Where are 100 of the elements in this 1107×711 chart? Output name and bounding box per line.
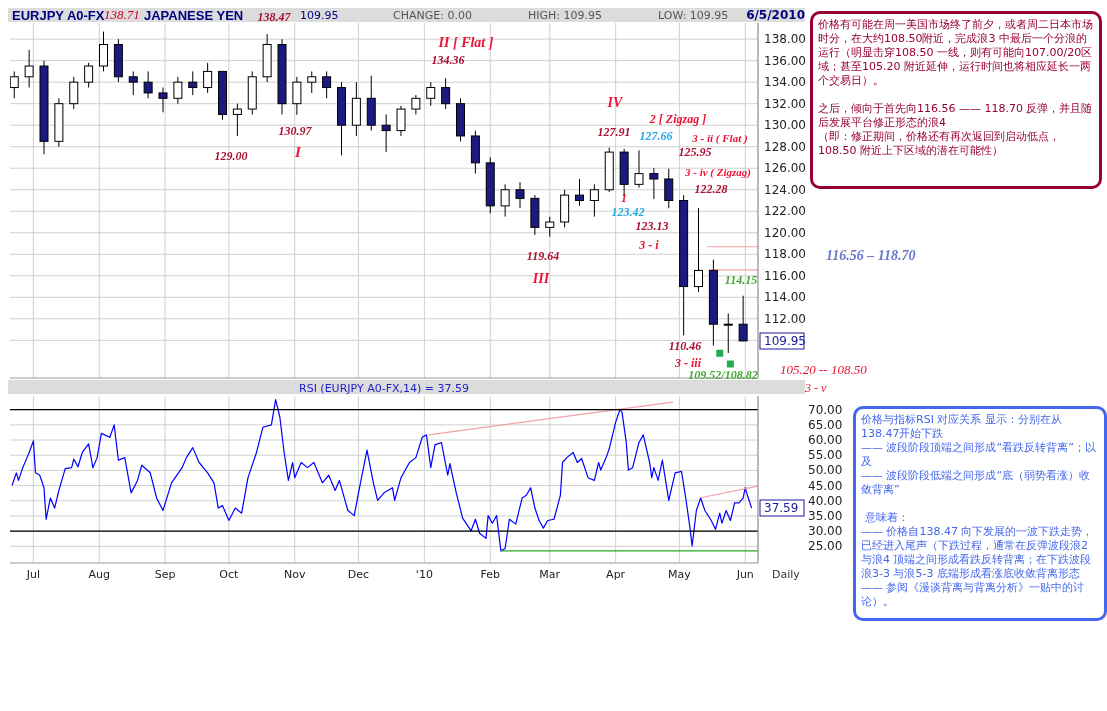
text: 109.95: [300, 9, 339, 22]
y-tick-label: 116.00: [764, 268, 806, 283]
annotation: 2 [ Zigzag ]: [648, 112, 707, 126]
annotation: I: [294, 144, 303, 160]
annotation: II [ Flat ]: [437, 35, 494, 50]
candlestick: [84, 62, 94, 89]
candlestick: [694, 207, 703, 293]
candlestick: [426, 81, 436, 107]
candlestick: [158, 87, 168, 113]
candlestick: [173, 76, 183, 105]
y-tick-label: 35.00: [808, 508, 843, 523]
annotation: 134.36: [431, 53, 465, 67]
candlestick: [322, 70, 332, 99]
text: 37.59: [764, 501, 799, 515]
candlestick: [69, 76, 79, 110]
text: 价格有可能在周一美国市场终了前夕，或者周二日本市场时分，在大约108.50附近，完成浪3 中最后一个分浪的运行（明显击穿108.50 一线，则有可能向107.00/20区域；甚至105.20 附近延伸，运行时间也将相应延长一两个交易日）。: [818, 18, 1094, 88]
chart-title: EURJPY A0-FX: [12, 8, 105, 23]
y-tick-label: 134.00: [764, 75, 806, 90]
candlestick: [411, 94, 421, 115]
candlestick: [128, 70, 138, 96]
annotation: 129.00: [214, 149, 248, 163]
annotation: 123.42: [611, 205, 645, 219]
text: 6/5/2010: [746, 8, 805, 22]
text: 105.20 -- 108.50: [780, 362, 868, 377]
candlestick: [307, 70, 317, 94]
x-tick-label: Apr: [606, 568, 626, 581]
x-tick-label: Aug: [88, 568, 110, 581]
candlestick: [188, 70, 198, 96]
y-tick-label: 130.00: [764, 118, 806, 133]
annotation: 122.28: [694, 182, 728, 196]
y-tick-label: 114.00: [764, 290, 806, 305]
candlestick: [738, 295, 748, 342]
annotation: 123.13: [635, 219, 669, 233]
annotation: 127.66: [639, 129, 673, 143]
y-tick-label: 124.00: [764, 182, 806, 197]
candlestick: [545, 216, 555, 238]
candlestick: [381, 113, 391, 153]
y-tick-label: 126.00: [764, 161, 806, 176]
candlestick: [589, 183, 599, 218]
annotation: IV: [606, 95, 625, 110]
y-tick-label: 122.00: [764, 204, 806, 219]
x-tick-label: Nov: [284, 568, 306, 581]
annotation: 127.91: [597, 125, 631, 139]
y-tick-label: 65.00: [808, 417, 843, 432]
candlestick: [500, 183, 510, 218]
chart-title: RSI (EURJPY A0-FX,14) = 37.59: [299, 382, 469, 395]
x-tick-label: May: [668, 568, 692, 581]
annotation: 125.95: [678, 145, 712, 159]
annotation: 110.46: [668, 339, 702, 353]
x-tick-label: Sep: [154, 568, 176, 581]
annotation: 109.52/108.82: [688, 368, 758, 382]
text: LOW: 109.95: [658, 9, 729, 22]
annotation: 138.47: [257, 10, 292, 24]
text: 138.71: [104, 7, 140, 22]
candlestick: [396, 105, 406, 137]
x-tick-label: Oct: [219, 568, 240, 581]
candlestick: [441, 77, 451, 110]
y-tick-label: 50.00: [808, 463, 843, 478]
text: （即：修正期间，价格还有再次返回到启动低点，108.50 附近上下区域的潜在可能性）: [818, 130, 1061, 158]
text: 3 - v: [804, 381, 827, 395]
annotation: 3 - ii ( Flat ): [691, 132, 748, 145]
annotation: III: [531, 271, 550, 286]
line-series: [11, 399, 753, 552]
y-tick-label: 25.00: [808, 539, 843, 554]
candlestick: [24, 49, 34, 89]
y-tick-label: 30.00: [808, 524, 843, 539]
text: 之后，倾向于首先向116.56 —— 118.70 反弹，并且随后发展平台修正形态的浪4: [818, 102, 1094, 130]
x-tick-label: Jul: [25, 568, 41, 581]
candlestick: [143, 70, 153, 99]
y-tick-label: 136.00: [764, 53, 806, 68]
y-tick-label: 138.00: [764, 32, 806, 47]
y-tick-label: 128.00: [764, 139, 806, 154]
annotation: 1: [621, 191, 627, 205]
x-tick-label: Mar: [539, 568, 561, 581]
y-tick-label: 132.00: [764, 96, 806, 111]
y-tick-label: 55.00: [808, 448, 843, 463]
y-tick-label: 118.00: [764, 247, 806, 262]
x-tick-label: Jun: [735, 568, 754, 581]
text: 116.56 – 118.70: [826, 248, 916, 263]
text: 价格与指标RSI 对应关系 显示：分别在从138.47开始下跌 —— 波段阶段顶端之间形成“看跌反转背离”；以及 —— 波段阶段低端之间形成“底（弱势看涨）收敛背离” 意味着： —— 价格自138.47 向下发展的一波下跌走势，已经进入尾声（下跌过程，通常在反弹波段浪2 与浪4 顶端之间形成看跌反转背离；在下跌波段浪3-3 与浪5-3 底端形成看涨底收敛背离形态 —— 参阅《漫谈背离与背离分析》一贴中的讨论）。: [861, 413, 1096, 608]
text: CHANGE: 0.00: [393, 9, 472, 22]
annotation: 3 - iii: [674, 356, 702, 370]
y-tick-label: 60.00: [808, 433, 843, 448]
y-tick-label: 40.00: [808, 493, 843, 508]
y-tick-label: 45.00: [808, 478, 843, 493]
x-tick-label: '10: [415, 568, 433, 581]
candlestick: [203, 62, 213, 94]
x-tick-label: Dec: [347, 568, 370, 581]
y-tick-label: 112.00: [764, 311, 806, 326]
text: Daily: [772, 568, 801, 581]
candlestick: [292, 76, 302, 116]
candlestick: [232, 103, 242, 137]
candlestick: [664, 168, 674, 209]
text: 109.95: [764, 334, 806, 348]
chart-subtitle: JAPANESE YEN: [144, 8, 244, 23]
y-tick-label: 70.00: [808, 402, 843, 417]
annotation: 3 - iv ( Zigzag): [684, 166, 751, 179]
candlestick: [99, 31, 108, 72]
candlestick: [515, 181, 525, 209]
candlestick: [575, 178, 584, 207]
